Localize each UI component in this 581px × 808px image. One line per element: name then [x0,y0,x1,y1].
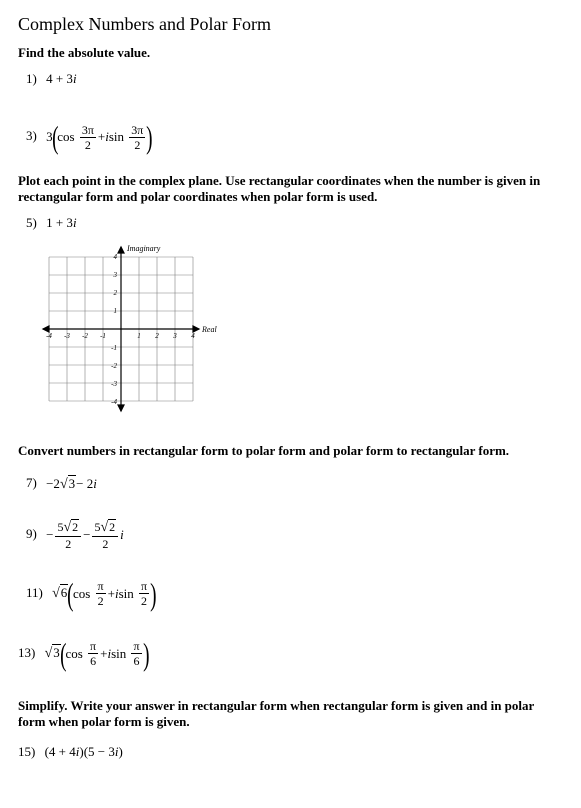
svg-text:3: 3 [172,332,177,340]
svg-text:-2: -2 [111,362,117,370]
problem-expression: (4 + 4i)(5 − 3i) [45,744,123,759]
problem-number: 9) [26,526,37,541]
graph-axes [43,247,199,411]
section-heading-1: Find the absolute value. [18,45,563,61]
problem-expression: −23 − 2i [46,476,97,493]
svg-text:-4: -4 [46,332,52,340]
page-title: Complex Numbers and Polar Form [18,14,563,35]
problem-number: 5) [26,215,37,230]
problem-expression: 1 + 3i [46,215,76,230]
graph-svg: -4 -3 -2 -1 1 2 3 4 4 3 2 1 -1 -2 -3 -4 Imaginar… [26,239,236,419]
section-heading-4: Simplify. Write your answer in rectangul… [18,698,563,730]
svg-text:3: 3 [113,271,118,279]
complex-plane-graph: -4 -3 -2 -1 1 2 3 4 4 3 2 1 -1 -2 -3 -4 Imaginar… [26,239,563,419]
right-paren: ) [146,121,152,153]
svg-text:2: 2 [114,289,118,297]
svg-text:1: 1 [114,307,118,315]
svg-text:-1: -1 [111,344,117,352]
problem-number: 3) [26,128,37,143]
problem-expression: 4 + 3i [46,71,76,86]
real-axis-label: Real [201,325,217,334]
svg-text:-4: -4 [111,398,117,406]
problem-11: 11) 6 ( cos π2 + isin π2 ) [18,578,563,610]
problem-1: 1) 4 + 3i [18,71,563,87]
imaginary-axis-label: Imaginary [126,244,161,253]
problem-5: 5) 1 + 3i [18,215,563,231]
problem-3: 3) 3 ( cos 3π2 + isin 3π2 ) [18,121,563,153]
section-heading-3: Convert numbers in rectangular form to p… [18,443,563,459]
problem-expression: 3 ( cos 3π2 + isin 3π2 ) [46,121,152,153]
svg-text:4: 4 [114,253,118,261]
svg-text:4: 4 [191,332,195,340]
svg-text:-2: -2 [82,332,88,340]
problem-number: 13) [18,645,35,660]
svg-text:-1: -1 [100,332,106,340]
problem-number: 1) [26,71,37,86]
right-paren: ) [143,638,149,670]
problem-number: 15) [18,744,35,759]
svg-text:2: 2 [155,332,159,340]
left-paren: ( [60,638,66,670]
problem-15: 15) (4 + 4i)(5 − 3i) [18,744,563,760]
problem-number: 11) [26,585,43,600]
right-paren: ) [150,578,156,610]
problem-13: 13) 3 ( cos π6 + isin π6 ) [18,638,563,670]
svg-text:-3: -3 [64,332,70,340]
left-paren: ( [67,578,73,610]
left-paren: ( [52,121,58,153]
svg-text:-3: -3 [111,380,117,388]
problem-expression: − 522 − 522 i [46,521,124,550]
problem-expression: 6 ( cos π2 + isin π2 ) [52,578,156,610]
section-heading-2: Plot each point in the complex plane. Us… [18,173,563,205]
problem-expression: 3 ( cos π6 + isin π6 ) [45,638,149,670]
problem-9: 9) − 522 − 522 i [18,521,563,550]
problem-7: 7) −23 − 2i [18,475,563,493]
svg-text:1: 1 [137,332,141,340]
problem-number: 7) [26,475,37,490]
